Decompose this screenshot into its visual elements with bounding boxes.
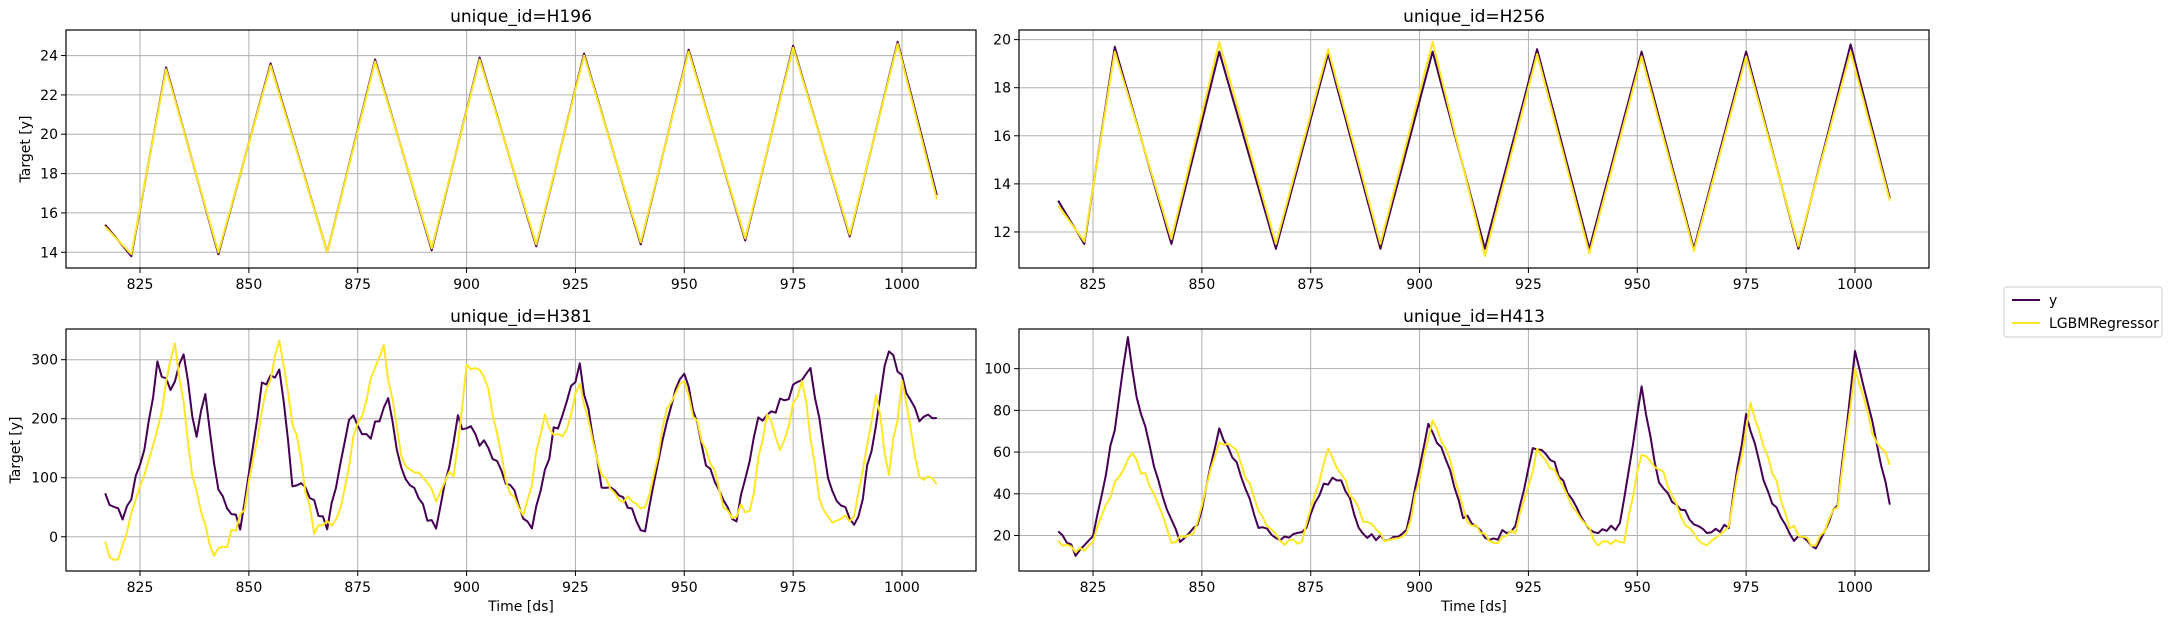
axes-frame — [65, 328, 977, 572]
grid — [1019, 30, 1929, 268]
panel-title: unique_id=H256 — [1403, 7, 1545, 27]
y-tick-label: 100 — [31, 471, 58, 487]
legend-frame — [2003, 286, 2163, 338]
y-tick-label: 18 — [993, 81, 1011, 97]
x-tick-label: 875 — [1297, 580, 1324, 596]
y-tick-label: 100 — [984, 362, 1011, 378]
x-tick-label: 900 — [453, 580, 480, 596]
x-tick-label: 875 — [344, 277, 371, 293]
y-tick-label: 20 — [993, 33, 1011, 49]
x-axis-label: Time [ds] — [1440, 599, 1507, 615]
x-tick-label: 875 — [1297, 277, 1324, 293]
panel-h413: unique_id=H413 Time [ds] 825 850 875 900 925… — [984, 307, 1930, 615]
x-tick-label: 925 — [562, 580, 589, 596]
series-line-lgbmregressor — [1057, 41, 1891, 257]
y-tick-label: 40 — [993, 487, 1011, 503]
x-tick-label: 825 — [1080, 277, 1107, 293]
grid — [1019, 329, 1929, 571]
x-tick-label: 950 — [671, 277, 698, 293]
y-tick-label: 16 — [993, 129, 1011, 145]
axes-frame — [1018, 29, 1930, 269]
y-tick-label: 20 — [993, 529, 1011, 545]
x-tick-label: 950 — [1624, 580, 1651, 596]
legend-label-y: y — [2049, 293, 2057, 309]
x-tick-label: 825 — [127, 580, 154, 596]
series-layer — [1057, 336, 1891, 557]
y-tick-label: 80 — [993, 403, 1011, 419]
series-layer — [1057, 41, 1891, 257]
y-tick-label: 24 — [40, 49, 58, 65]
series-layer — [104, 40, 938, 258]
x-tick-label: 825 — [1080, 580, 1107, 596]
panel-title: unique_id=H413 — [1403, 307, 1545, 327]
ticks: 825 850 875 900 925 950 975 1000 0 100 200 300 — [31, 353, 920, 596]
y-tick-label: 18 — [40, 167, 58, 183]
x-tick-label: 925 — [1515, 580, 1542, 596]
legend: y LGBMRegressor — [2003, 286, 2163, 338]
x-tick-label: 850 — [1189, 277, 1216, 293]
x-tick-label: 900 — [453, 277, 480, 293]
x-tick-label: 875 — [344, 580, 371, 596]
ticks: 825 850 875 900 925 950 975 1000 20 40 60 80 100 — [984, 362, 1873, 596]
y-tick-label: 20 — [40, 127, 58, 143]
x-tick-label: 900 — [1406, 580, 1433, 596]
panel-title: unique_id=H381 — [450, 307, 592, 327]
y-tick-label: 14 — [993, 177, 1011, 193]
ticks: 825 850 875 900 925 950 975 1000 14 16 18 20 22 24 — [40, 49, 920, 293]
axes-frame — [1018, 328, 1930, 572]
x-tick-label: 950 — [671, 580, 698, 596]
y-tick-label: 14 — [40, 245, 58, 261]
grid — [66, 329, 976, 571]
panel-h381: unique_id=H381 Target [y] Time [ds] 825 8… — [8, 307, 977, 615]
y-axis-label: Target [y] — [8, 417, 24, 485]
x-tick-label: 1000 — [1837, 277, 1873, 293]
x-tick-label: 850 — [236, 580, 263, 596]
y-axis-label: Target [y] — [18, 116, 34, 184]
y-tick-label: 60 — [993, 445, 1011, 461]
x-tick-label: 900 — [1406, 277, 1433, 293]
series-line-lgbmregressor — [104, 339, 938, 561]
x-tick-label: 975 — [780, 580, 807, 596]
x-tick-label: 1000 — [1837, 580, 1873, 596]
x-tick-label: 850 — [1189, 580, 1216, 596]
x-tick-label: 975 — [780, 277, 807, 293]
x-tick-label: 925 — [562, 277, 589, 293]
x-tick-label: 850 — [236, 277, 263, 293]
x-tick-label: 1000 — [884, 277, 920, 293]
x-tick-label: 825 — [127, 277, 154, 293]
series-line-lgbmregressor — [104, 42, 938, 256]
x-tick-label: 1000 — [884, 580, 920, 596]
x-tick-label: 925 — [1515, 277, 1542, 293]
y-tick-label: 22 — [40, 88, 58, 104]
ticks: 825 850 875 900 925 950 975 1000 12 14 16 18 20 — [993, 33, 1873, 293]
y-tick-label: 12 — [993, 225, 1011, 241]
x-tick-label: 975 — [1733, 277, 1760, 293]
panel-h196: unique_id=H196 Target [y] 825 850 875 900 92… — [18, 7, 977, 293]
x-tick-label: 975 — [1733, 580, 1760, 596]
x-axis-label: Time [ds] — [487, 599, 554, 615]
legend-label-lgbmregressor: LGBMRegressor — [2049, 316, 2159, 332]
x-tick-label: 950 — [1624, 277, 1651, 293]
y-tick-label: 200 — [31, 412, 58, 428]
grid — [66, 30, 976, 268]
y-tick-label: 300 — [31, 353, 58, 369]
y-tick-label: 0 — [49, 530, 58, 546]
series-layer — [104, 339, 938, 561]
series-line-lgbmregressor — [1057, 367, 1891, 554]
y-tick-label: 16 — [40, 206, 58, 222]
panel-title: unique_id=H196 — [450, 7, 592, 27]
axes-frame — [65, 29, 977, 269]
panel-h256: unique_id=H256 825 850 875 900 925 950 975 1000… — [993, 7, 1930, 293]
